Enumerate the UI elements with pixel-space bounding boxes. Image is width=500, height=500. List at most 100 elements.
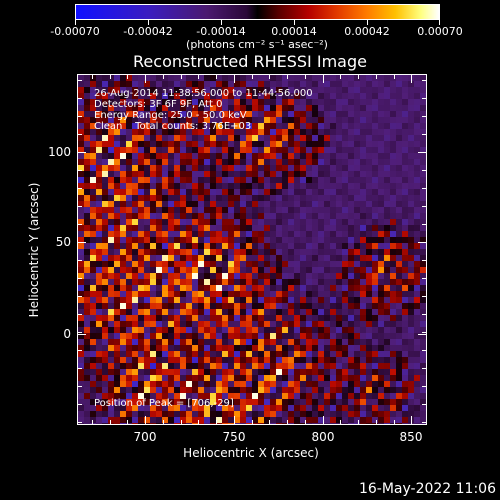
- axis-tick: [78, 334, 86, 335]
- axis-tick: [110, 420, 111, 424]
- axis-tick: [216, 75, 217, 79]
- axis-tick: [78, 116, 82, 117]
- colorbar: [75, 4, 440, 20]
- x-tick-label-850: 850: [399, 430, 423, 444]
- axis-tick: [422, 350, 426, 351]
- axis-tick: [78, 296, 82, 297]
- axis-tick: [422, 80, 426, 81]
- axis-tick: [78, 188, 82, 189]
- axis-tick: [78, 152, 82, 153]
- axis-tick: [78, 242, 86, 243]
- image-title: Reconstructed RHESSI Image: [133, 52, 367, 71]
- axis-tick: [269, 420, 270, 424]
- x-tick-label-750: 750: [222, 430, 246, 444]
- axis-tick: [422, 116, 426, 117]
- colorbar-tick: [148, 20, 149, 25]
- info-energy-range: Energy Range: 25.0 - 50.0 keV: [94, 110, 247, 121]
- axis-tick: [323, 75, 324, 83]
- axis-tick: [422, 188, 426, 189]
- axis-tick: [422, 206, 426, 207]
- axis-tick: [163, 420, 164, 424]
- axis-tick: [78, 404, 82, 405]
- axis-tick: [376, 75, 377, 79]
- y-tick-label-0: 0: [63, 327, 71, 341]
- axis-tick: [78, 350, 82, 351]
- axis-tick: [287, 75, 288, 79]
- axis-tick: [422, 152, 426, 153]
- colorbar-units: (photons cm⁻² s⁻¹ asec⁻²): [186, 38, 328, 51]
- axis-tick: [418, 334, 426, 335]
- axis-tick: [287, 420, 288, 424]
- axis-tick: [422, 134, 426, 135]
- info-time-range: 26-Aug-2014 11:38:56.000 to 11:44:56.000: [94, 88, 313, 99]
- colorbar-tick-label: 0.00070: [417, 25, 463, 38]
- colorbar-tick-label: 0.00042: [344, 25, 390, 38]
- axis-tick: [181, 75, 182, 79]
- axis-tick: [323, 420, 324, 424]
- axis-tick: [78, 224, 82, 225]
- observation-info: 26-Aug-2014 11:38:56.000 to 11:44:56.000…: [94, 88, 313, 132]
- axis-tick: [78, 134, 82, 135]
- axis-tick: [305, 75, 306, 79]
- axis-tick: [422, 224, 426, 225]
- axis-tick: [78, 242, 82, 243]
- axis-tick: [252, 420, 253, 424]
- axis-tick: [110, 75, 111, 79]
- axis-tick: [234, 420, 235, 424]
- axis-tick: [422, 404, 426, 405]
- axis-tick: [92, 75, 93, 79]
- colorbar-tick-label: -0.00014: [196, 25, 246, 38]
- info-clean-counts: Clean Total counts: 3.76E+03: [94, 121, 252, 132]
- axis-tick: [422, 98, 426, 99]
- axis-tick: [269, 75, 270, 79]
- axis-tick: [394, 420, 395, 424]
- axis-tick: [411, 420, 412, 424]
- axis-tick: [145, 75, 146, 83]
- axis-tick: [358, 75, 359, 79]
- axis-tick: [340, 420, 341, 424]
- y-axis-label: Heliocentric Y (arcsec): [27, 182, 41, 318]
- axis-tick: [145, 75, 146, 79]
- colorbar-tick-label: 0.00014: [271, 25, 317, 38]
- x-tick-label-800: 800: [311, 430, 335, 444]
- axis-tick: [78, 170, 82, 171]
- axis-tick: [78, 368, 82, 369]
- axis-tick: [78, 260, 82, 261]
- colorbar-tick: [439, 20, 440, 25]
- axis-tick: [78, 98, 82, 99]
- axis-tick: [358, 420, 359, 424]
- axis-tick: [422, 386, 426, 387]
- axis-tick: [78, 386, 82, 387]
- axis-tick: [198, 75, 199, 79]
- axis-tick: [305, 420, 306, 424]
- heatmap-image: [78, 75, 426, 424]
- axis-tick: [323, 75, 324, 79]
- axis-tick: [78, 152, 86, 153]
- axis-tick: [163, 75, 164, 79]
- axis-tick: [252, 75, 253, 79]
- axis-tick: [422, 260, 426, 261]
- x-axis-label: Heliocentric X (arcsec): [183, 446, 319, 460]
- axis-tick: [78, 332, 82, 333]
- axis-tick: [394, 75, 395, 79]
- axis-tick: [92, 420, 93, 424]
- info-detectors: Detectors: 3F 6F 9F, Att 0: [94, 99, 223, 110]
- axis-tick: [376, 420, 377, 424]
- axis-tick: [216, 420, 217, 424]
- footer-date: 16-May-2022 11:06: [358, 481, 496, 497]
- peak-position-label: Position of Peak = [706,-29]: [94, 398, 234, 409]
- rhessi-image-plot: [77, 74, 427, 425]
- axis-tick: [411, 75, 412, 79]
- axis-tick: [145, 420, 146, 424]
- axis-tick: [127, 75, 128, 79]
- axis-tick: [181, 420, 182, 424]
- x-tick-label-700: 700: [133, 430, 157, 444]
- colorbar-tick-label: -0.00042: [123, 25, 173, 38]
- axis-tick: [422, 368, 426, 369]
- axis-tick: [411, 75, 412, 83]
- axis-tick: [422, 242, 426, 243]
- y-tick-label-100: 100: [48, 145, 71, 159]
- axis-tick: [422, 278, 426, 279]
- y-tick-label-50: 50: [55, 235, 71, 249]
- axis-tick: [422, 296, 426, 297]
